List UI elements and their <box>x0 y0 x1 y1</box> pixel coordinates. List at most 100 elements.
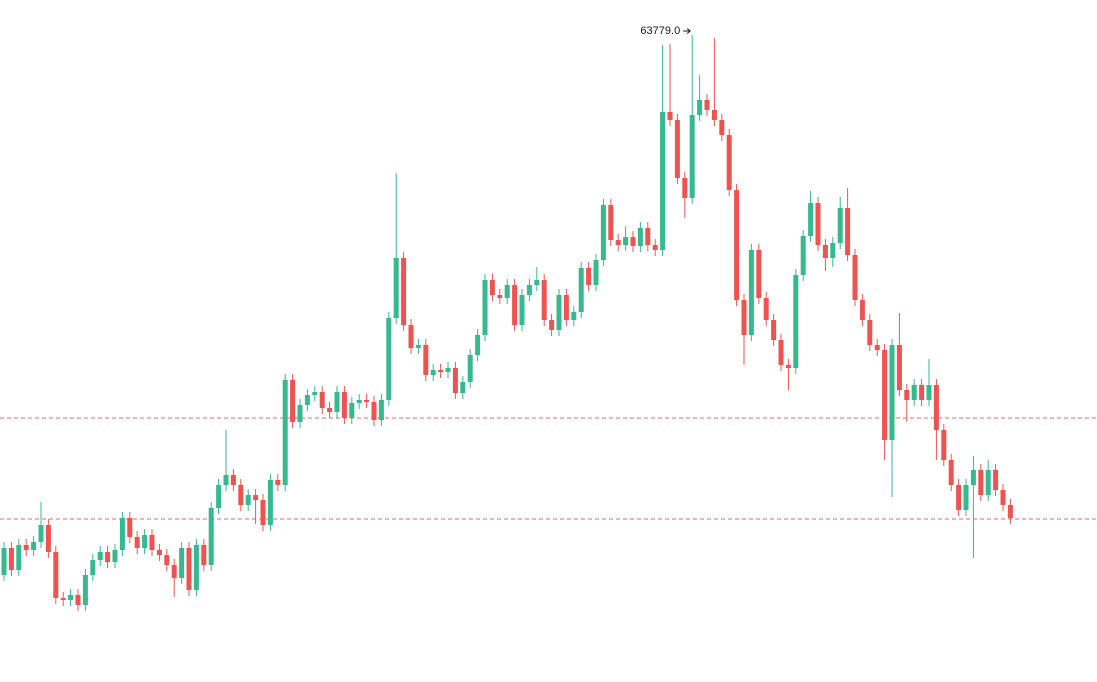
candle-body <box>1007 505 1013 518</box>
candle-body <box>756 250 762 298</box>
candle-body <box>711 110 717 120</box>
candle-body <box>112 550 118 562</box>
candle-body <box>941 430 947 460</box>
candle-body <box>223 475 229 485</box>
candle-body <box>8 548 14 570</box>
candle-body <box>956 485 962 510</box>
candle-body <box>445 368 451 372</box>
candle-body <box>1 548 7 575</box>
candle-body <box>438 370 444 372</box>
candle-body <box>726 135 732 190</box>
candle-body <box>667 112 673 120</box>
candle-body <box>105 552 111 562</box>
candle-body <box>119 518 125 550</box>
candle-body <box>793 275 799 368</box>
candle-body <box>401 258 407 325</box>
candle-body <box>97 552 103 560</box>
candle-body <box>993 470 999 490</box>
candle-body <box>660 112 666 250</box>
candle-body <box>201 545 207 565</box>
candle-body <box>156 550 162 555</box>
candle-body <box>349 403 355 418</box>
candle-body <box>593 260 599 285</box>
candle-body <box>253 495 259 500</box>
candle-body <box>556 295 562 330</box>
candle-body <box>60 598 66 600</box>
candle-body <box>963 485 969 510</box>
candle-body <box>837 208 843 243</box>
candle-body <box>674 120 680 178</box>
candle-body <box>23 545 29 550</box>
candle-body <box>304 395 310 405</box>
candle-body <box>164 555 170 565</box>
candle-body <box>208 508 214 565</box>
candle-body <box>489 280 495 295</box>
candle-body <box>549 320 555 330</box>
candle-body <box>645 228 651 245</box>
candle-body <box>452 368 458 393</box>
candle-body <box>771 320 777 340</box>
candle-body <box>741 300 747 335</box>
candle-body <box>734 190 740 300</box>
candle-body <box>808 203 814 236</box>
candle-body <box>978 470 984 495</box>
candle-body <box>948 460 954 485</box>
candle-body <box>519 295 525 325</box>
high-arrow-head <box>686 28 691 34</box>
candle-body <box>68 595 74 600</box>
candle-body <box>230 475 236 485</box>
candle-body <box>1000 490 1006 505</box>
candle-body <box>933 385 939 430</box>
candle-body <box>475 335 481 355</box>
candle-body <box>149 535 155 550</box>
candle-body <box>896 345 902 390</box>
candle-body <box>697 100 703 115</box>
candle-body <box>386 318 392 400</box>
candle-body <box>852 255 858 300</box>
candle-body <box>53 552 59 598</box>
candle-body <box>45 525 51 552</box>
candle-body <box>504 285 510 298</box>
candle-body <box>415 345 421 348</box>
candle-body <box>926 385 932 400</box>
candle-body <box>859 300 865 320</box>
candle-body <box>193 545 199 590</box>
candle-body <box>623 237 629 245</box>
candle-body <box>275 480 281 485</box>
candle-body <box>845 208 851 255</box>
candle-body <box>689 115 695 198</box>
candle-body <box>563 295 569 320</box>
candle-body <box>652 245 658 250</box>
candle-body <box>608 205 614 240</box>
candle-body <box>364 400 370 402</box>
candle-body <box>874 345 880 350</box>
candle-body <box>31 542 37 550</box>
candle-body <box>378 400 384 420</box>
candle-body <box>882 350 888 440</box>
candle-body <box>38 525 44 542</box>
candle-body <box>171 565 177 578</box>
candle-body <box>90 560 96 575</box>
candle-body <box>393 258 399 318</box>
candle-body <box>785 365 791 368</box>
candle-body <box>179 548 185 578</box>
candle-body <box>586 268 592 285</box>
candle-body <box>312 392 318 395</box>
candle-body <box>267 480 273 525</box>
candle-body <box>778 340 784 365</box>
candle-body <box>704 100 710 110</box>
candle-body <box>719 120 725 135</box>
candle-body <box>482 280 488 335</box>
candle-body <box>430 370 436 375</box>
candle-body <box>682 178 688 198</box>
candle-body <box>800 236 806 275</box>
candle-body <box>534 280 540 285</box>
candle-body <box>830 243 836 258</box>
candle-body <box>578 268 584 312</box>
candle-body <box>186 548 192 590</box>
candle-body <box>327 408 333 412</box>
candle-body <box>282 380 288 485</box>
candle-body <box>571 312 577 320</box>
